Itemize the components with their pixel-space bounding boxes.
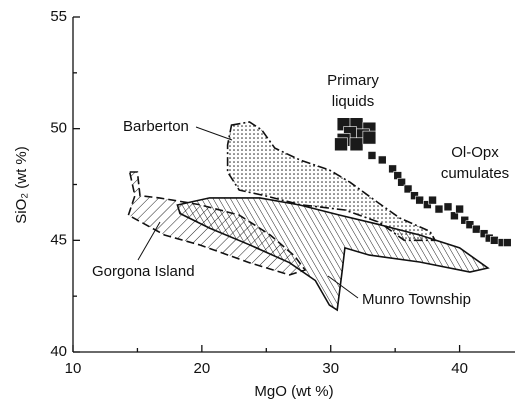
y-tick-label: 45 [50, 231, 67, 248]
field-label: Barberton [123, 118, 189, 135]
data-point [388, 164, 397, 174]
data-point [367, 151, 377, 160]
y-tick-label: 50 [50, 120, 67, 137]
data-point [455, 204, 464, 214]
x-tick-label: 30 [322, 360, 339, 377]
data-point [460, 215, 470, 225]
data-point [450, 211, 459, 221]
data-point [362, 130, 377, 145]
data-point [443, 202, 453, 212]
data-point [415, 195, 424, 205]
data-point [479, 229, 489, 238]
data-point [349, 137, 364, 152]
data-point [403, 184, 413, 194]
data-point [410, 191, 419, 200]
data-point [490, 236, 499, 245]
x-tick-label: 10 [65, 360, 82, 377]
label-bg [90, 262, 207, 282]
field-label: Gorgona Island [92, 263, 195, 280]
annotation: Ol-Opx [451, 144, 499, 161]
leader-line [195, 126, 233, 141]
label-bg [360, 290, 477, 310]
data-point [434, 204, 444, 214]
x-axis-title: MgO (wt %) [254, 383, 333, 400]
annotation: Primary [327, 72, 379, 89]
y-tick-label: 55 [50, 8, 67, 25]
data-point [472, 224, 481, 234]
x-tick-label: 40 [451, 360, 468, 377]
label-bg [121, 117, 196, 137]
y-axis-title: SiO₂ (wt %) [13, 146, 30, 224]
leader-line [137, 221, 161, 261]
annotation: cumulates [441, 165, 509, 182]
leader-line [327, 275, 359, 299]
data-point [465, 220, 475, 229]
data-point [334, 137, 348, 152]
field [176, 197, 490, 312]
x-tick-label: 20 [194, 360, 211, 377]
data-point [377, 155, 387, 165]
annotation: liquids [332, 93, 375, 110]
field [226, 121, 437, 242]
field-label: Munro Township [362, 291, 471, 308]
y-tick-label: 40 [50, 343, 67, 360]
data-point [397, 177, 406, 187]
data-point [423, 200, 432, 209]
data-point [502, 238, 512, 247]
data-point [428, 195, 437, 205]
